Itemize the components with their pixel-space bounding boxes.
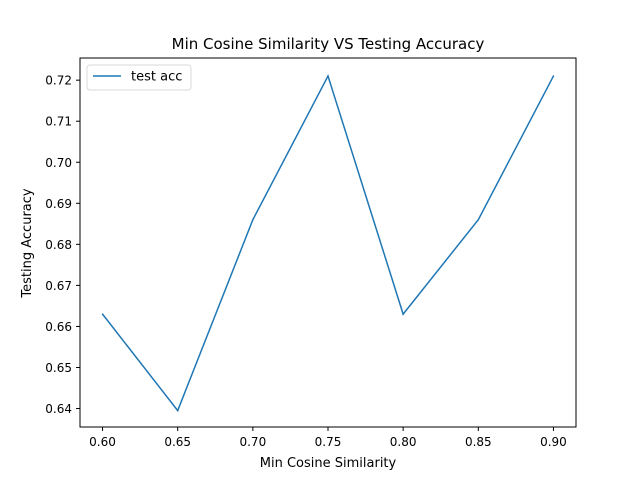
- data-point: [176, 409, 179, 412]
- x-tick-label: 0.75: [315, 435, 342, 449]
- data-point: [402, 313, 404, 315]
- y-tick-label: 0.64: [45, 402, 72, 416]
- x-tick-label: 0.90: [540, 435, 567, 449]
- y-tick-label: 0.66: [45, 320, 72, 334]
- y-axis: 0.64 0.65 0.66 0.67 0.68 0.69 0.70 0.71 0.72: [45, 74, 80, 416]
- series-line-0: [101, 74, 555, 413]
- legend-label: test acc: [131, 70, 182, 85]
- x-tick-label: 0.85: [465, 435, 492, 449]
- y-tick-label: 0.69: [45, 197, 72, 211]
- x-axis-label: Min Cosine Similarity: [260, 456, 397, 471]
- data-point: [101, 313, 104, 315]
- data-point: [552, 75, 555, 77]
- y-tick-label: 0.71: [45, 115, 72, 129]
- legend: test acc: [86, 64, 192, 91]
- y-tick-label: 0.65: [45, 361, 72, 375]
- y-tick-label: 0.72: [45, 74, 72, 88]
- chart-title: Min Cosine Similarity VS Testing Accurac…: [172, 35, 485, 53]
- x-axis: 0.60 0.65 0.70 0.75 0.80 0.85 0.90: [89, 427, 567, 449]
- plot-area: [79, 57, 577, 428]
- x-tick-label: 0.70: [239, 435, 266, 449]
- y-tick-label: 0.68: [45, 238, 72, 252]
- y-tick-label: 0.70: [45, 156, 72, 170]
- y-tick-label: 0.67: [45, 279, 72, 293]
- x-tick-label: 0.60: [89, 435, 116, 449]
- y-axis-label: Testing Accuracy: [20, 188, 35, 298]
- axes-frame: [79, 57, 577, 428]
- legend-box: [86, 64, 192, 91]
- data-point: [327, 75, 329, 77]
- x-tick-label: 0.65: [164, 435, 191, 449]
- x-tick-label: 0.80: [390, 435, 417, 449]
- data-point: [252, 218, 254, 221]
- data-point: [477, 218, 480, 221]
